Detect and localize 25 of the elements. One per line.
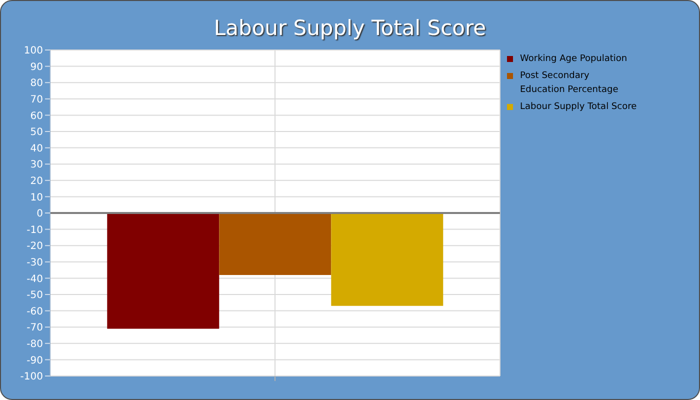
y-tick-label: -90	[26, 355, 43, 366]
y-tick-label: -100	[20, 372, 43, 383]
y-tick-label: -20	[26, 241, 43, 252]
y-tick-label: 0	[36, 208, 43, 220]
y-tick-label: -80	[26, 338, 43, 350]
y-tick-label: -10	[26, 224, 43, 236]
y-tick-label: -60	[26, 306, 43, 318]
y-tick-label: 50	[30, 127, 43, 138]
y-tick-label: 30	[30, 160, 43, 171]
y-tick-label: -40	[26, 274, 43, 285]
y-tick-label: -30	[26, 257, 43, 268]
legend-label: Working Age Population	[520, 53, 628, 66]
legend-label: Post Secondary Education Percentage	[520, 70, 618, 97]
y-tick-label: 20	[30, 176, 43, 187]
y-tick-label: -70	[26, 322, 43, 334]
y-tick-label: 70	[30, 94, 43, 106]
y-tick-label: 40	[30, 143, 43, 154]
y-tick-label: 90	[30, 62, 43, 73]
y-tick-label: 80	[30, 78, 43, 90]
legend-label: Labour Supply Total Score	[520, 101, 637, 114]
y-tick-label: 60	[30, 110, 43, 122]
y-tick-label: 100	[24, 46, 43, 57]
y-tick-label: -50	[26, 290, 43, 302]
y-tick-label: 10	[30, 192, 43, 204]
chart-title: Labour Supply Total Score	[212, 15, 488, 41]
